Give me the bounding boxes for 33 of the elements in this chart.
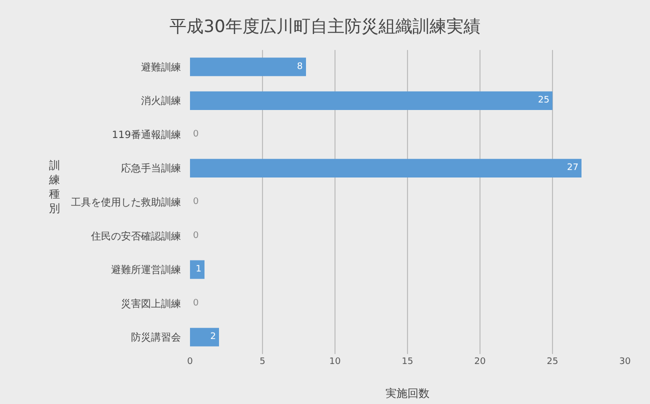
y-axis-title: 訓練種別	[48, 159, 60, 215]
x-tick-label: 20	[474, 357, 486, 367]
y-tick-label: 避難訓練	[141, 61, 181, 74]
chart-title: 平成30年度広川町自主防災組織訓練実績	[170, 17, 480, 38]
y-tick-label: 119番通報訓練	[112, 128, 181, 141]
data-label: 25	[538, 96, 550, 106]
data-label: 2	[210, 332, 216, 342]
y-tick-label: 住民の安否確認訓練	[91, 230, 181, 242]
bar	[190, 91, 552, 110]
bar	[190, 158, 582, 178]
y-tick-label: 工具を使用した救助訓練	[71, 196, 181, 208]
y-tick-label: 災害図上訓練	[121, 298, 181, 310]
data-label: 0	[193, 230, 199, 241]
data-label: 27	[567, 163, 578, 174]
y-tick-label: 消火訓練	[141, 95, 181, 108]
bar	[190, 260, 204, 279]
data-label: 0	[193, 197, 199, 207]
bar	[190, 58, 306, 76]
y-tick-label: 避難所運営訓練	[111, 264, 181, 276]
x-tick-label: 30	[619, 357, 631, 367]
y-tick-label: 応急手当訓練	[121, 162, 181, 175]
x-tick-label: 25	[546, 357, 558, 367]
x-tick-label: 10	[329, 357, 341, 367]
x-tick-label: 0	[187, 357, 194, 367]
x-axis-title: 実施回数	[386, 387, 430, 400]
x-tick-label: 5	[260, 357, 266, 367]
x-tick-label: 15	[402, 357, 414, 367]
data-label: 0	[193, 298, 199, 308]
data-label: 1	[196, 264, 202, 275]
y-tick-label: 防災講習会	[131, 332, 181, 344]
data-label: 0	[193, 129, 199, 140]
bar	[190, 328, 219, 346]
data-label: 8	[297, 62, 303, 72]
